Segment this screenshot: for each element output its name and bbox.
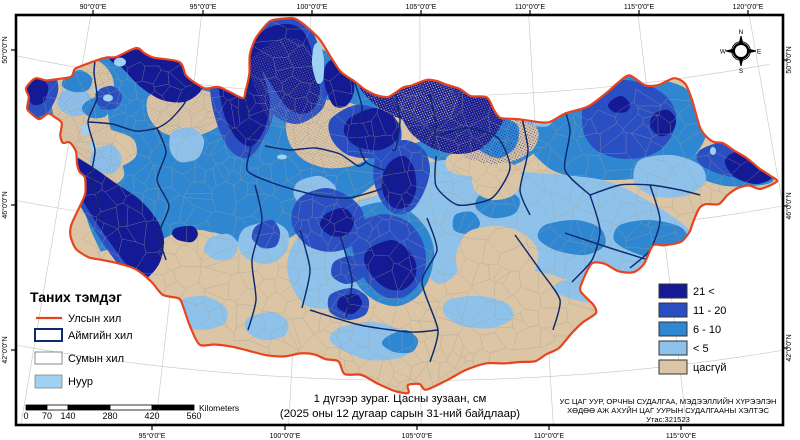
svg-text:Нуур: Нуур xyxy=(68,376,93,388)
svg-text:Аймгийн хил: Аймгийн хил xyxy=(68,330,133,342)
svg-text:Сумын хил: Сумын хил xyxy=(68,353,124,365)
svg-text:УС ЦАГ УУР, ОРЧНЫ СУДАЛГАА, МЭ: УС ЦАГ УУР, ОРЧНЫ СУДАЛГАА, МЭДЭЭЛЛИЙН Х… xyxy=(560,397,777,406)
svg-text:Таних тэмдэг: Таних тэмдэг xyxy=(30,289,122,305)
svg-text:50°0'0"N: 50°0'0"N xyxy=(785,46,793,73)
svg-text:Утас:321523: Утас:321523 xyxy=(646,415,690,424)
svg-text:(2025 оны 12 дугаар сарын 31-н: (2025 оны 12 дугаар сарын 31-ний байдлаа… xyxy=(280,408,520,420)
svg-text:N: N xyxy=(739,29,744,36)
svg-text:50°0'0"N: 50°0'0"N xyxy=(1,36,9,63)
svg-text:цасгүй: цасгүй xyxy=(693,362,727,374)
svg-text:420: 420 xyxy=(144,411,159,421)
svg-text:90°0'0"E: 90°0'0"E xyxy=(80,3,107,11)
svg-text:95°0'0"E: 95°0'0"E xyxy=(139,432,166,440)
svg-text:21 <: 21 < xyxy=(693,286,715,298)
svg-text:105°0'0"E: 105°0'0"E xyxy=(406,3,437,11)
svg-text:140: 140 xyxy=(60,411,75,421)
svg-text:0: 0 xyxy=(23,411,28,421)
svg-text:W: W xyxy=(720,49,727,56)
svg-text:110°0'0"E: 110°0'0"E xyxy=(515,3,546,11)
svg-text:46°0'0"N: 46°0'0"N xyxy=(785,192,793,219)
svg-text:Улсын хил: Улсын хил xyxy=(68,313,121,325)
svg-text:120°0'0"E: 120°0'0"E xyxy=(733,3,764,11)
svg-text:100°0'0"E: 100°0'0"E xyxy=(270,432,301,440)
svg-text:6 - 10: 6 - 10 xyxy=(693,324,721,336)
svg-text:S: S xyxy=(739,68,744,75)
svg-text:42°0'0"N: 42°0'0"N xyxy=(1,336,9,363)
svg-text:42°0'0"N: 42°0'0"N xyxy=(785,334,793,361)
svg-text:46°0'0"N: 46°0'0"N xyxy=(1,191,9,218)
svg-text:115°0'0"E: 115°0'0"E xyxy=(666,432,697,440)
svg-text:Kilometers: Kilometers xyxy=(199,403,239,413)
svg-text:280: 280 xyxy=(102,411,117,421)
svg-text:110°0'0"E: 110°0'0"E xyxy=(534,432,565,440)
svg-text:560: 560 xyxy=(186,411,201,421)
svg-text:95°0'0"E: 95°0'0"E xyxy=(190,3,217,11)
svg-text:< 5: < 5 xyxy=(693,343,709,355)
svg-text:ХӨДӨӨ АЖ АХУЙН ЦАГ УУРЫН СУДАЛ: ХӨДӨӨ АЖ АХУЙН ЦАГ УУРЫН СУДАЛГААНЫ ХЭЛТ… xyxy=(567,406,769,415)
svg-text:E: E xyxy=(757,49,762,56)
svg-text:1 дүгээр зураг. Цасны зузаан,: 1 дүгээр зураг. Цасны зузаан, см xyxy=(314,393,487,405)
svg-text:11 - 20: 11 - 20 xyxy=(693,305,726,317)
svg-text:105°0'0"E: 105°0'0"E xyxy=(402,432,433,440)
svg-text:115°0'0"E: 115°0'0"E xyxy=(624,3,655,11)
svg-text:70: 70 xyxy=(42,411,52,421)
svg-text:100°0'0"E: 100°0'0"E xyxy=(297,3,328,11)
